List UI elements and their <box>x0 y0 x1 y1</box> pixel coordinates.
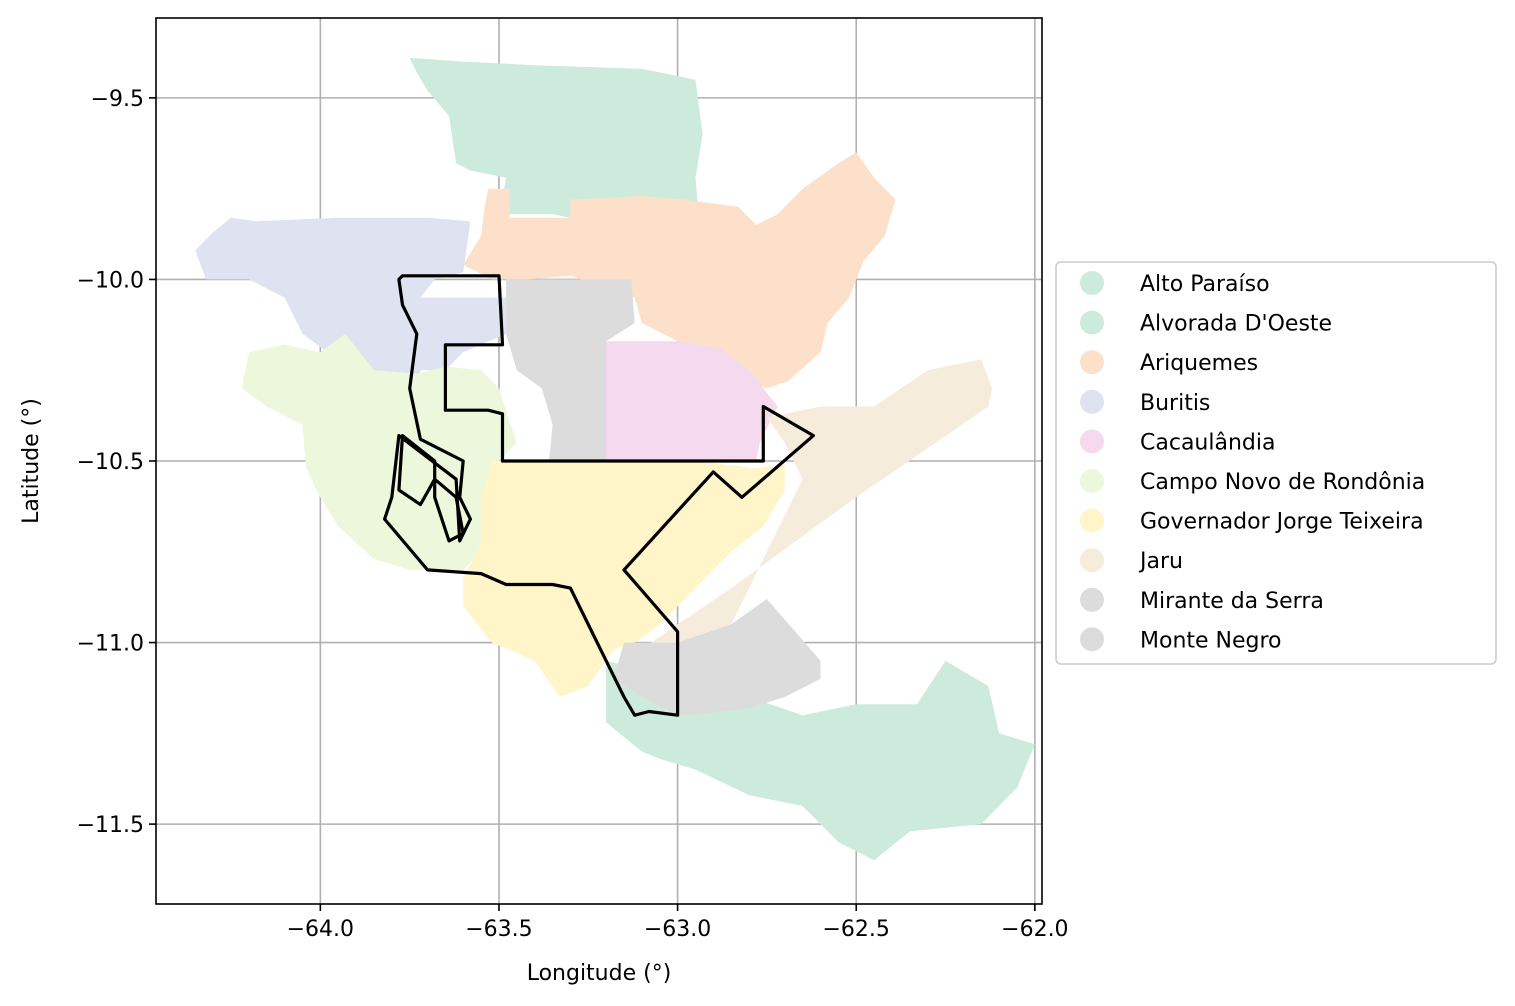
y-tick-label-2: −10.5 <box>77 450 144 475</box>
legend-marker-9 <box>1080 627 1104 652</box>
legend-label-8: Mirante da Serra <box>1140 589 1324 614</box>
legend-label-5: Campo Novo de Rondônia <box>1140 470 1425 495</box>
legend: Alto Paraíso Alvorada D'Oeste Ariquemes Bur… <box>1055 261 1497 665</box>
region-8 <box>506 279 635 461</box>
outline-boundary <box>383 274 816 717</box>
legend-marker-7 <box>1080 548 1104 573</box>
y-axis-ticks: −9.5 −10.0 −10.5 −11.0 −11.5 <box>77 87 156 838</box>
legend-frame <box>1055 261 1497 665</box>
region-4 <box>599 341 778 461</box>
x-tick-label-0: −64.0 <box>287 917 354 942</box>
region-3 <box>195 217 507 407</box>
legend-label-6: Governador Jorge Teixeira <box>1140 510 1424 535</box>
region-2 <box>463 152 896 389</box>
legend-label-1: Alvorada D'Oeste <box>1140 312 1332 337</box>
legend-marker-3 <box>1080 389 1104 414</box>
x-axis-label: Longitude (°) <box>527 961 672 986</box>
x-axis-ticks: −64.0 −63.5 −63.0 −62.5 −62.0 <box>287 904 1069 942</box>
region-7 <box>624 359 992 697</box>
highlight-outline <box>383 274 816 717</box>
legend-marker-0 <box>1080 271 1104 295</box>
y-tick-label-3: −11.0 <box>77 632 144 657</box>
region-9 <box>613 599 821 716</box>
y-tick-label-0: −9.5 <box>91 87 144 112</box>
legend-label-2: Ariquemes <box>1140 351 1258 376</box>
municipality-regions <box>195 57 1035 861</box>
y-axis-label: Latitude (°) <box>19 398 44 524</box>
legend-label-0: Alto Paraíso <box>1140 272 1270 297</box>
region-5 <box>241 333 517 570</box>
legend-label-9: Monte Negro <box>1140 628 1282 653</box>
legend-marker-1 <box>1080 310 1104 335</box>
outline-inner-boundary <box>397 434 465 543</box>
legend-marker-4 <box>1080 429 1104 454</box>
legend-marker-5 <box>1080 469 1104 493</box>
y-tick-label-1: −10.0 <box>77 268 144 293</box>
x-tick-label-2: −63.0 <box>644 917 711 942</box>
legend-label-3: Buritis <box>1140 391 1210 416</box>
x-tick-label-1: −63.5 <box>465 917 532 942</box>
x-tick-label-4: −62.0 <box>1001 917 1068 942</box>
legend-label-4: Cacaulândia <box>1140 430 1275 455</box>
legend-marker-6 <box>1080 508 1104 533</box>
legend-marker-2 <box>1080 350 1104 375</box>
legend-label-7: Jaru <box>1138 549 1183 574</box>
region-0 <box>409 57 703 218</box>
legend-marker-8 <box>1080 587 1104 612</box>
y-tick-label-4: −11.5 <box>77 813 144 838</box>
region-6 <box>463 461 785 697</box>
x-tick-label-3: −62.5 <box>823 917 890 942</box>
